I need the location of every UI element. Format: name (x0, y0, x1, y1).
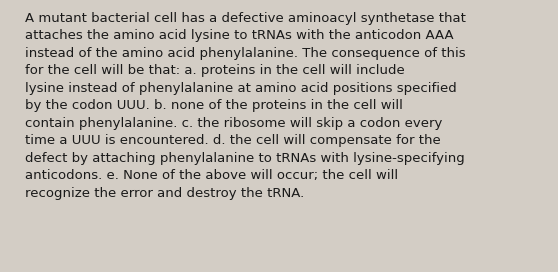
Text: A mutant bacterial cell has a defective aminoacyl synthetase that
attaches the a: A mutant bacterial cell has a defective … (25, 12, 465, 200)
